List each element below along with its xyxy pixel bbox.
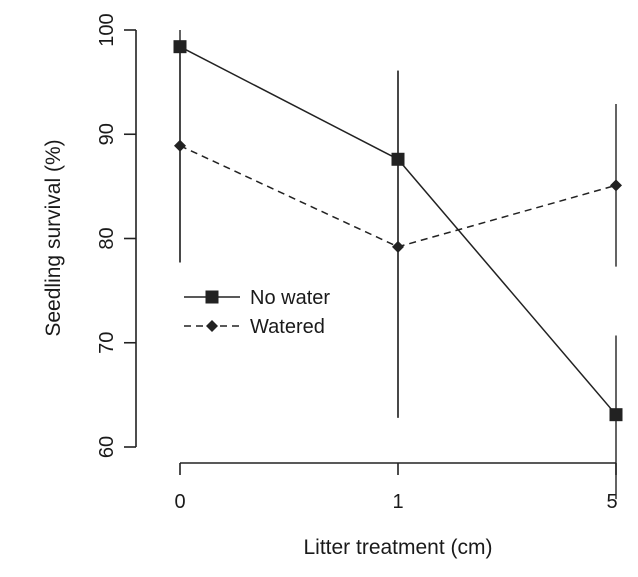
y-tick-label: 60: [96, 436, 118, 458]
legend: No water Watered: [184, 287, 330, 338]
y-axis-title: Seedling survival (%): [42, 139, 65, 336]
y-tick-label: 70: [96, 332, 118, 354]
y-tick-label: 100: [96, 13, 118, 46]
data-point: [610, 179, 622, 192]
data-point: [609, 408, 623, 422]
y-tick-label: 90: [96, 123, 118, 145]
data-point: [174, 139, 186, 152]
legend-label: No water: [250, 287, 330, 309]
x-tick-label: 1: [392, 491, 403, 513]
y-tick-label: 80: [96, 227, 118, 249]
data-point: [391, 152, 405, 166]
series-markers: [173, 40, 623, 422]
x-tick-label: 0: [174, 491, 185, 513]
legend-label: Watered: [250, 316, 325, 338]
legend-marker: [205, 290, 219, 304]
x-tick-label: 5: [606, 491, 617, 513]
x-axis-title: Litter treatment (cm): [303, 536, 492, 559]
legend-marker: [206, 320, 218, 332]
axes: 60 70 80 90 100 0 1 5: [96, 13, 617, 513]
data-point: [173, 40, 187, 54]
data-point: [392, 240, 404, 253]
error-bars: [179, 30, 617, 500]
